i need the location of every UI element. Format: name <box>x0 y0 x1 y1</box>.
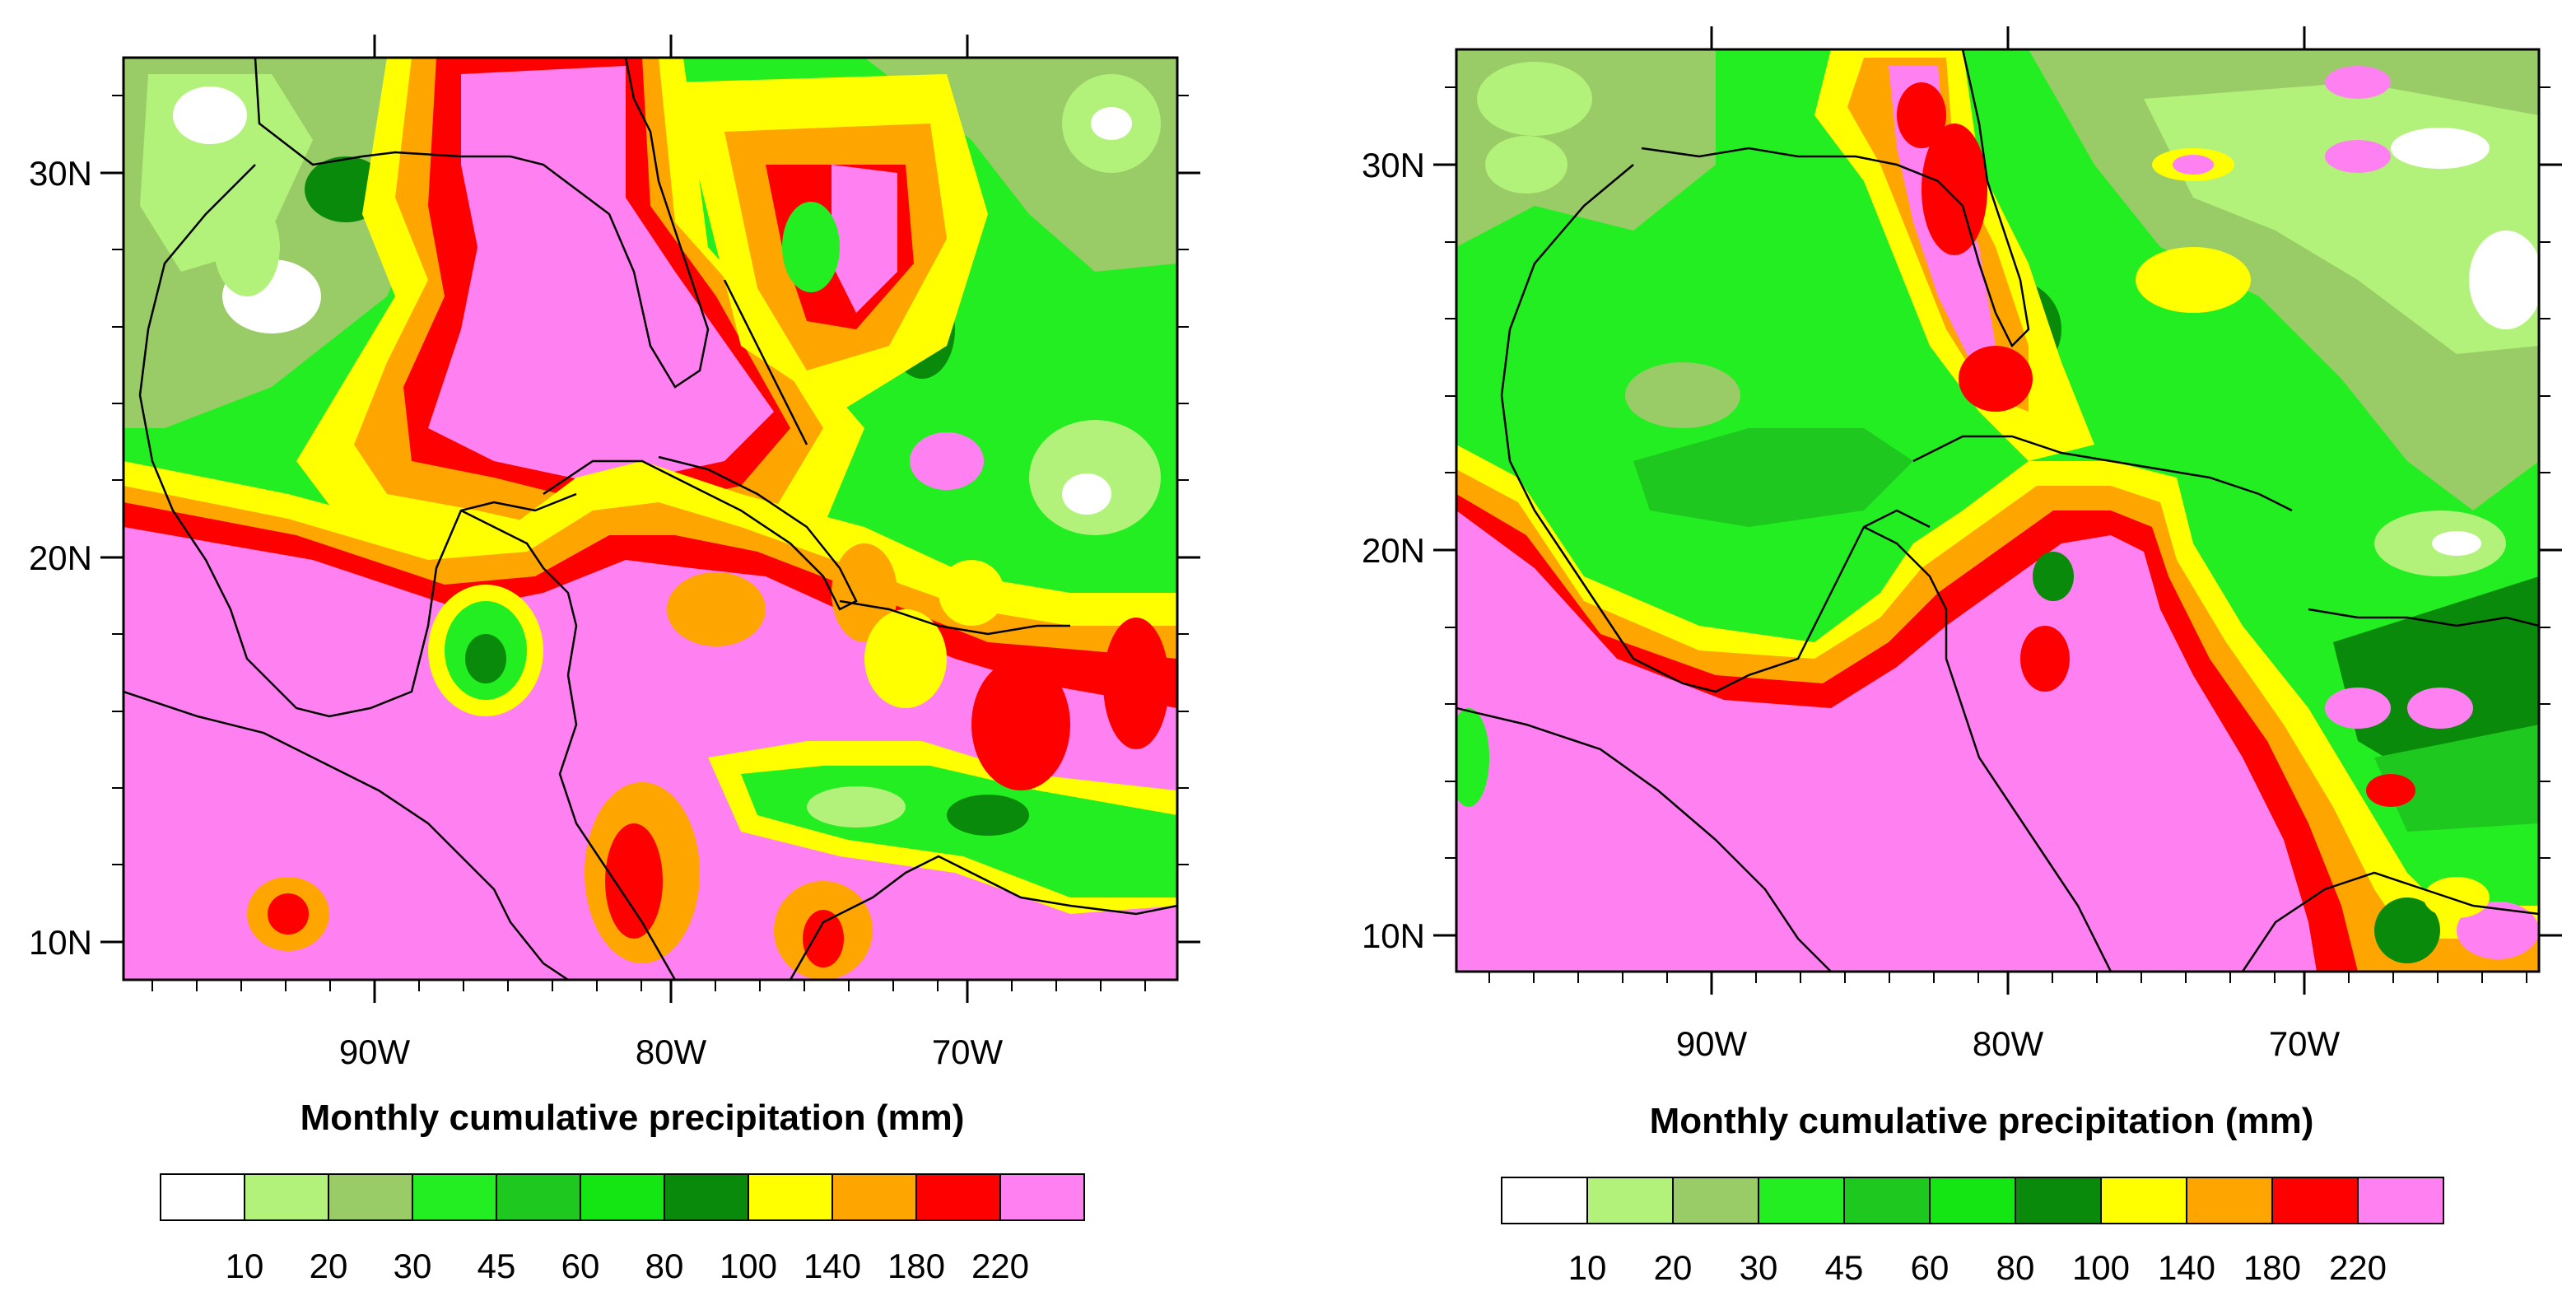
left-axis-title: Monthly cumulative precipitation (mm) <box>300 1098 965 1138</box>
left-precip-field <box>123 58 1177 980</box>
right-colorbar-label: 20 <box>1654 1248 1693 1287</box>
right-map-panel: 90W 80W 70W 30N 20N 10N Monthly cumulati… <box>1288 0 2575 1296</box>
right-colorbar-box <box>1586 1177 1674 1224</box>
right-axis-title: Monthly cumulative precipitation (mm) <box>1650 1101 2314 1141</box>
right-xtick-label: 70W <box>2269 1024 2341 1063</box>
left-colorbar-box <box>412 1173 497 1221</box>
left-xtick-label: 90W <box>339 1033 411 1071</box>
left-ticks <box>100 35 1200 1003</box>
right-precip-field <box>1456 49 2539 972</box>
right-minor-ticks <box>1445 86 2550 983</box>
left-coastlines <box>123 58 1177 980</box>
left-colorbar-box <box>831 1173 917 1221</box>
right-colorbar-label: 140 <box>2158 1248 2215 1287</box>
right-colorbar-box <box>1843 1177 1931 1224</box>
right-ytick-label: 20N <box>1362 531 1425 570</box>
left-colorbar-box <box>580 1173 665 1221</box>
right-colorbar-box <box>1929 1177 2016 1224</box>
left-colorbar-label: 140 <box>804 1247 861 1285</box>
left-colorbar-box <box>999 1173 1085 1221</box>
right-ticks <box>1433 26 2562 995</box>
right-colorbar-label: 60 <box>1911 1248 1949 1287</box>
right-xtick-label: 90W <box>1676 1024 1748 1063</box>
left-map-panel: 90W 80W 70W 30N 20N 10N Monthly cumulati… <box>29 35 1200 1285</box>
left-ytick-label: 20N <box>29 538 92 577</box>
right-ytick-label: 30N <box>1362 146 1425 184</box>
right-colorbar-label: 180 <box>2243 1248 2301 1287</box>
right-colorbar-label: 100 <box>2072 1248 2130 1287</box>
left-colorbar-box <box>915 1173 1001 1221</box>
left-colorbar-labels: 10 20 30 45 60 80 100 140 180 220 <box>226 1247 1029 1285</box>
right-map-figure: 90W 80W 70W 30N 20N 10N Monthly cumulati… <box>1362 26 2562 1287</box>
left-colorbar-label: 10 <box>226 1247 264 1285</box>
left-ytick-label: 10N <box>29 923 92 962</box>
left-colorbar <box>160 1173 1085 1221</box>
left-colorbar-box <box>160 1173 245 1221</box>
left-colorbar-label: 60 <box>561 1247 600 1285</box>
left-colorbar-box <box>244 1173 329 1221</box>
left-colorbar-box <box>496 1173 581 1221</box>
right-colorbar-box <box>2357 1177 2444 1224</box>
left-ytick-label: 30N <box>29 154 92 193</box>
right-colorbar-label: 30 <box>1740 1248 1778 1287</box>
left-map-frame <box>122 56 1179 981</box>
left-map-figure: 90W 80W 70W 30N 20N 10N Monthly cumulati… <box>29 35 1200 1285</box>
right-map-frame <box>1455 48 2541 973</box>
left-colorbar-label: 20 <box>310 1247 348 1285</box>
left-colorbar-label: 30 <box>394 1247 432 1285</box>
left-minor-ticks <box>112 95 1189 991</box>
left-colorbar-box <box>328 1173 413 1221</box>
right-colorbar-label: 80 <box>1996 1248 2035 1287</box>
right-colorbar-label: 220 <box>2329 1248 2387 1287</box>
left-xtick-label: 80W <box>636 1033 707 1071</box>
left-colorbar-label: 220 <box>971 1247 1029 1285</box>
right-colorbar-label: 45 <box>1825 1248 1864 1287</box>
right-colorbar-box <box>1501 1177 1588 1224</box>
right-colorbar-label: 10 <box>1568 1248 1607 1287</box>
right-xtick-label: 80W <box>1973 1024 2044 1063</box>
left-colorbar-label: 80 <box>645 1247 684 1285</box>
right-colorbar-box <box>2015 1177 2102 1224</box>
left-colorbar-label: 100 <box>720 1247 777 1285</box>
right-ytick-label: 10N <box>1362 916 1425 955</box>
right-coastlines <box>1456 49 2539 972</box>
right-colorbar-box <box>2186 1177 2273 1224</box>
left-xtick-label: 70W <box>932 1033 1004 1071</box>
right-colorbar-box <box>2271 1177 2359 1224</box>
right-colorbar-box <box>1758 1177 1845 1224</box>
right-colorbar-box <box>1672 1177 1759 1224</box>
left-colorbar-box <box>664 1173 749 1221</box>
right-colorbar <box>1501 1177 2444 1224</box>
left-colorbar-label: 180 <box>887 1247 945 1285</box>
right-colorbar-box <box>2100 1177 2187 1224</box>
left-colorbar-box <box>748 1173 833 1221</box>
right-colorbar-labels: 10 20 30 45 60 80 100 140 180 220 <box>1568 1248 2387 1287</box>
left-colorbar-label: 45 <box>477 1247 516 1285</box>
